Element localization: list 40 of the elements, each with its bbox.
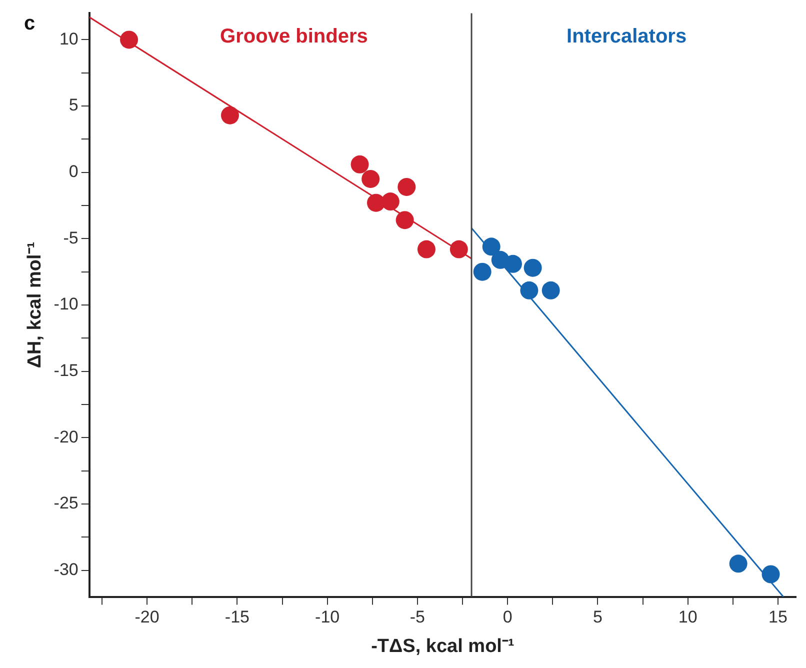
- x-tick-label: -15: [224, 608, 250, 627]
- x-tick-label: -5: [410, 608, 426, 627]
- y-tick-label: 10: [59, 29, 78, 48]
- point: [520, 281, 538, 300]
- x-tick-label: -20: [134, 608, 160, 627]
- x-tick-label: 15: [768, 608, 788, 627]
- point: [417, 240, 436, 258]
- point: [524, 258, 542, 277]
- point: [473, 262, 492, 281]
- text: c: [24, 12, 36, 35]
- y-tick-label: 5: [68, 96, 78, 115]
- y-tick-label: 0: [68, 162, 78, 182]
- x-tick-label: 5: [592, 608, 602, 627]
- x-tick-label: 0: [502, 608, 512, 627]
- y-tick-label: -30: [54, 560, 78, 579]
- y-tick-label: -5: [63, 228, 78, 248]
- point: [396, 211, 414, 230]
- point: [504, 254, 522, 273]
- point: [729, 554, 748, 573]
- y-axis-title: ΔH, kcal mol⁻¹: [24, 242, 46, 368]
- text: Groove binders: [220, 26, 368, 48]
- x-tick-label: -10: [315, 608, 340, 627]
- point: [482, 238, 500, 256]
- point: [450, 240, 468, 258]
- point: [120, 30, 138, 49]
- x-tick-label: 10: [678, 608, 698, 627]
- point: [220, 106, 239, 124]
- text: Intercalators: [566, 26, 687, 48]
- y-tick-label: -10: [54, 294, 78, 314]
- y-tick-label: -20: [54, 427, 78, 446]
- point: [350, 155, 369, 174]
- point: [362, 170, 380, 188]
- x-axis-title: -TΔS, kcal mol⁻¹: [371, 636, 514, 657]
- y-tick-label: -15: [54, 361, 78, 380]
- point: [762, 565, 780, 584]
- point: [381, 192, 400, 211]
- point: [542, 281, 560, 300]
- y-tick-label: -25: [54, 494, 78, 513]
- point: [398, 178, 416, 196]
- point: [366, 194, 385, 212]
